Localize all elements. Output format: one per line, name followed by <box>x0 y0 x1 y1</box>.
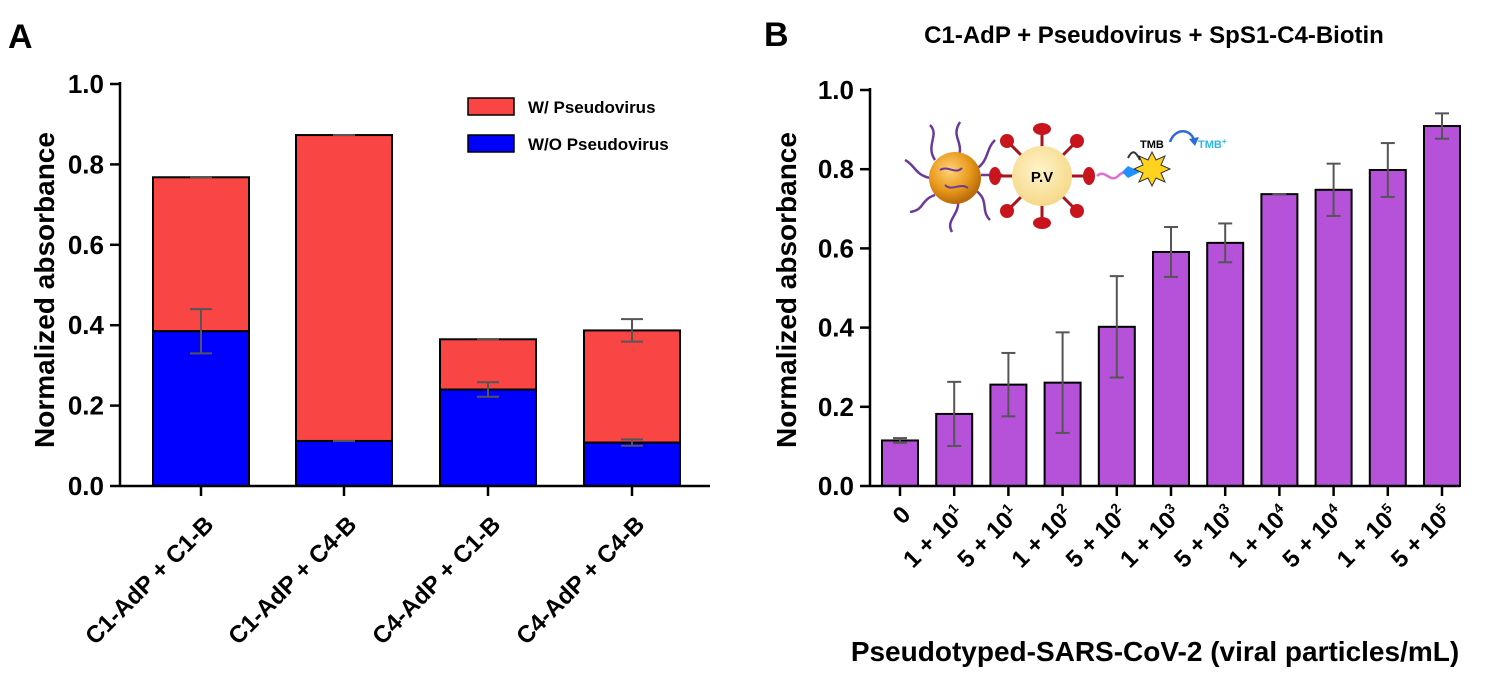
x-category-label: 0 <box>888 501 917 530</box>
error-bar <box>1164 226 1178 278</box>
pseudovirus-icon: P.V <box>989 123 1095 229</box>
concentration-bar <box>1260 193 1299 487</box>
error-bar <box>947 380 962 448</box>
panel-a-bars <box>152 134 681 488</box>
y-tick-label: 0.2 <box>68 391 104 421</box>
y-tick-label: 1.0 <box>68 69 104 99</box>
y-axis-title: Normalized absorbance <box>771 132 802 448</box>
y-tick-label: 0.8 <box>818 154 854 184</box>
x-category-label: 5 + 105 <box>1385 500 1459 574</box>
pv-label: P.V <box>1031 169 1053 186</box>
y-tick-label: 0.0 <box>68 471 104 501</box>
panel-a-legend: W/ Pseudovirus W/O Pseudovirus <box>467 97 669 154</box>
bar-with-pseudovirus <box>295 134 393 442</box>
bar-with-pseudovirus <box>583 329 681 444</box>
legend-swatch-with <box>467 97 515 116</box>
error-bar <box>1380 142 1395 198</box>
error-bar <box>1435 112 1449 140</box>
panel-a-label: A <box>8 18 33 56</box>
error-bar <box>1218 222 1233 264</box>
y-axis-title: Normalized absorbance <box>29 132 60 448</box>
tmb-reaction-icon: TMB TMB+ <box>1140 130 1227 151</box>
y-tick-label: 0.4 <box>68 310 105 340</box>
panel-b-bars <box>881 112 1461 488</box>
concentration-bar <box>1314 188 1353 488</box>
bar-with-pseudovirus <box>152 176 250 333</box>
y-tick-label: 1.0 <box>818 75 854 105</box>
error-bar <box>1326 162 1341 217</box>
x-category-label: C4-AdP + C4-B <box>511 511 650 650</box>
error-bar-without <box>190 308 212 355</box>
panel-b-label: B <box>764 16 789 54</box>
legend-label-with: W/ Pseudovirus <box>528 98 656 117</box>
bar-without-pseudovirus <box>295 439 393 488</box>
bar-without-pseudovirus <box>439 388 537 487</box>
tmb-label: TMB <box>1140 139 1164 151</box>
error-bar <box>893 437 907 444</box>
error-bar-with <box>621 318 643 343</box>
error-bar <box>1055 331 1070 434</box>
tmb-plus-label: TMB+ <box>1198 137 1227 151</box>
concentration-bar <box>1423 125 1461 487</box>
concentration-bar <box>1206 241 1245 487</box>
x-category-label: C1-AdP + C1-B <box>80 511 219 650</box>
panel-b-title: C1-AdP + Pseudovirus + SpS1-C4-Biotin <box>924 22 1384 49</box>
legend-label-without: W/O Pseudovirus <box>528 135 669 154</box>
error-bar <box>1001 351 1016 418</box>
x-axis-title: Pseudotyped-SARS-CoV-2 (viral particles/… <box>851 636 1459 667</box>
concentration-bar <box>881 439 919 487</box>
error-bar <box>1109 275 1124 379</box>
x-category-label: C1-AdP + C4-B <box>223 511 362 650</box>
y-tick-label: 0.8 <box>68 149 104 179</box>
y-tick-label: 0.0 <box>818 471 854 501</box>
error-bar-without <box>621 438 643 447</box>
assay-schematic: P.V TMB TMB+ <box>904 121 1227 233</box>
bar-without-pseudovirus <box>152 330 250 488</box>
y-tick-label: 0.6 <box>818 233 854 263</box>
error-bar-without <box>477 381 499 398</box>
hrp-enzyme-icon <box>1096 150 1172 188</box>
y-tick-label: 0.2 <box>818 392 854 422</box>
x-category-label: C4-AdP + C1-B <box>367 511 506 650</box>
bar-without-pseudovirus <box>583 441 681 488</box>
concentration-bar <box>1368 168 1407 487</box>
y-tick-label: 0.6 <box>68 230 104 260</box>
concentration-bar <box>1152 250 1190 487</box>
y-tick-label: 0.4 <box>818 313 855 343</box>
legend-swatch-without <box>467 134 515 153</box>
